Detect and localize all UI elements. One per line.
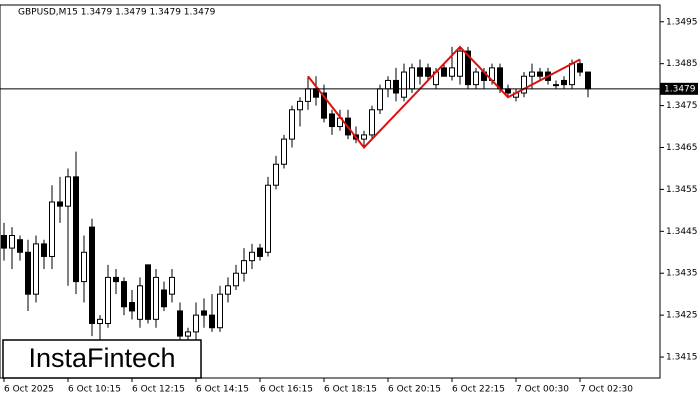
candle-body — [105, 276, 111, 325]
candle-body — [17, 239, 23, 253]
candle-body — [505, 88, 511, 94]
x-tick-label: 6 Oct 16:15 — [260, 385, 313, 395]
candle-body — [385, 79, 391, 90]
candle-body — [273, 163, 279, 186]
y-tick-label: 1.3495 — [666, 17, 698, 27]
candle-body — [65, 176, 71, 207]
x-tick-label: 7 Oct 02:30 — [580, 385, 633, 395]
candle-body — [289, 109, 295, 140]
y-tick-label: 1.3435 — [666, 269, 698, 279]
candle-body — [401, 71, 407, 98]
candle-body — [465, 50, 471, 86]
candle-body — [153, 276, 159, 320]
candle-body — [561, 79, 567, 86]
candle-body — [225, 285, 231, 295]
candle-body — [129, 302, 135, 312]
candle-body — [113, 276, 119, 283]
y-tick-label: 1.3415 — [666, 353, 698, 363]
candle-body — [97, 318, 103, 325]
logo-box — [2, 339, 202, 379]
candle-body — [209, 314, 215, 329]
candle-body — [249, 251, 255, 262]
candle-body — [161, 289, 167, 308]
candle-body — [441, 67, 447, 77]
candle-body — [409, 67, 415, 90]
candle-body — [185, 331, 191, 337]
x-tick-label: 6 Oct 12:15 — [132, 385, 185, 395]
candle-body — [369, 109, 375, 136]
candle-body — [257, 247, 263, 257]
x-tick-label: 6 Oct 2025 — [4, 385, 54, 395]
x-tick-label: 6 Oct 14:15 — [196, 385, 249, 395]
candle-body — [1, 235, 7, 249]
candle-body — [57, 201, 63, 207]
y-tick-label: 1.3485 — [666, 59, 698, 69]
pattern-line — [307, 45, 581, 150]
candle-body — [305, 88, 311, 102]
candle-body — [361, 134, 367, 140]
y-tick-label: 1.3445 — [666, 227, 698, 237]
y-tick-label: 1.3455 — [666, 185, 698, 195]
candle-body — [417, 67, 423, 77]
candle-body — [145, 264, 151, 320]
candle-body — [41, 243, 47, 257]
candle-body — [233, 272, 239, 287]
candle-body — [553, 84, 559, 87]
candle-body — [9, 235, 15, 249]
candle-body — [529, 71, 535, 77]
candle-body — [193, 314, 199, 333]
x-tick-label: 6 Oct 10:15 — [68, 385, 121, 395]
candle-body — [585, 71, 591, 90]
candle-body — [265, 184, 271, 253]
candle-body — [81, 251, 87, 283]
candle-body — [73, 176, 79, 283]
candle-body — [449, 67, 455, 77]
candle-body — [217, 293, 223, 329]
x-tick-label: 6 Oct 22:15 — [452, 385, 505, 395]
candle-body — [537, 71, 543, 77]
candle-body — [521, 75, 527, 94]
candle-body — [169, 276, 175, 295]
price-label-box — [660, 82, 698, 95]
candle-body — [121, 281, 127, 308]
candle-body — [393, 79, 399, 94]
candle-body — [241, 260, 247, 274]
current-price-label: 1.3479 — [664, 84, 696, 94]
candle-body — [473, 71, 479, 86]
plot-frame — [0, 4, 661, 379]
y-tick-label: 1.3465 — [666, 143, 698, 153]
candle-body — [329, 113, 335, 128]
candle-body — [25, 251, 31, 295]
candle-body — [137, 285, 143, 320]
x-tick-label: 6 Oct 20:15 — [388, 385, 441, 395]
y-tick-label: 1.3425 — [666, 311, 698, 321]
chart-title: GBPUSD,M15 1.3479 1.3479 1.3479 1.3479 — [18, 8, 216, 18]
candle-body — [377, 88, 383, 111]
candle-body — [89, 226, 95, 325]
candle-body — [569, 63, 575, 86]
candle-body — [177, 310, 183, 337]
candle-body — [577, 63, 583, 73]
y-tick-label: 1.3475 — [666, 101, 698, 111]
x-tick-label: 7 Oct 00:30 — [516, 385, 569, 395]
candle-body — [281, 138, 287, 165]
candle-body — [425, 67, 431, 77]
candle-body — [297, 100, 303, 111]
candle-body — [49, 201, 55, 257]
logo: InstaFintech — [28, 343, 175, 373]
x-tick-label: 6 Oct 18:15 — [324, 385, 377, 395]
candle-body — [201, 310, 207, 316]
candle-body — [321, 92, 327, 119]
candle-body — [33, 243, 39, 295]
candle-body — [457, 50, 463, 77]
